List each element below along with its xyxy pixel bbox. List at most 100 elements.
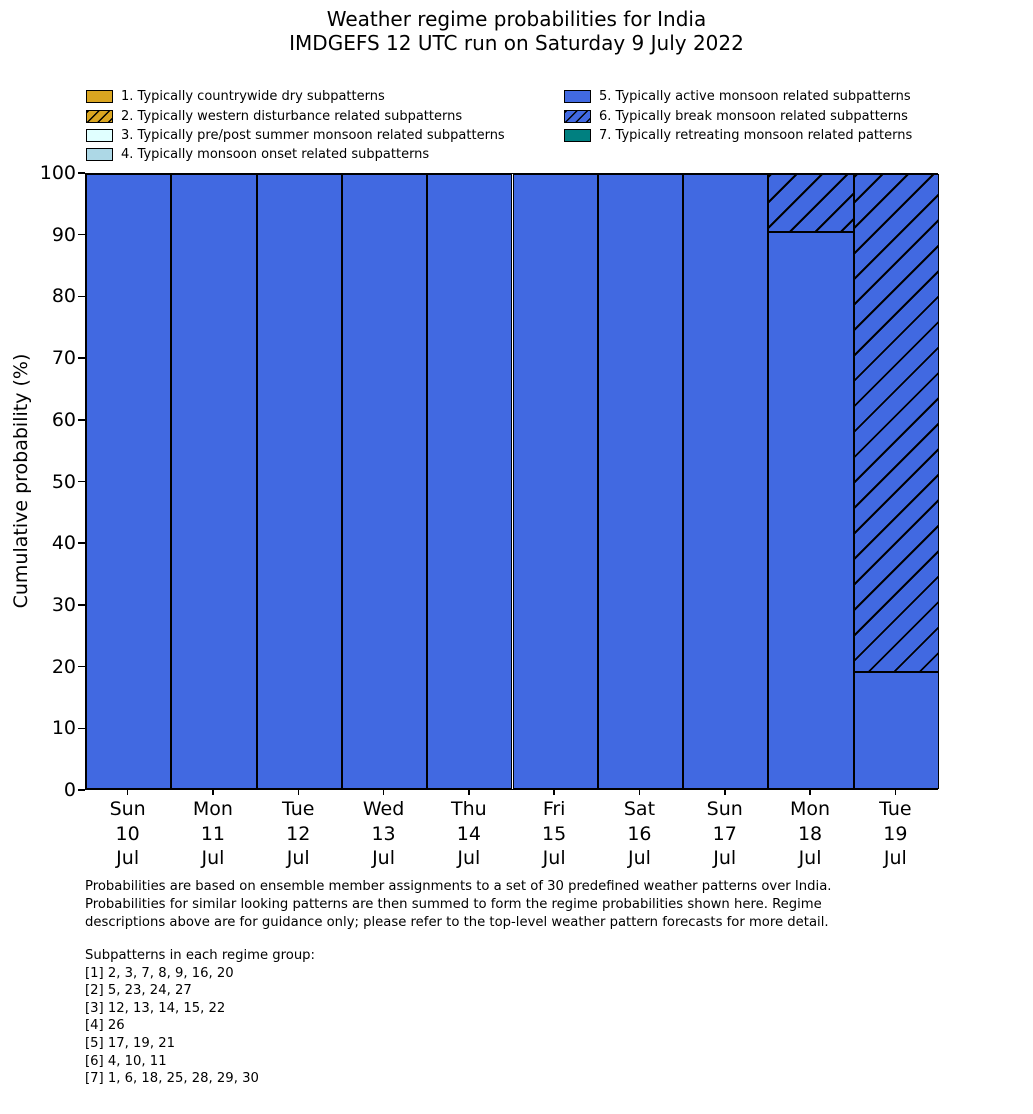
bar-segment — [171, 174, 257, 789]
x-tick-mark — [212, 790, 214, 795]
y-tick-mark — [78, 542, 85, 544]
legend-item: 3. Typically pre/post summer monsoon rel… — [86, 126, 505, 145]
x-tick-label-line: 11 — [200, 822, 226, 845]
y-tick-mark — [78, 172, 85, 174]
footnote-line: Probabilities are based on ensemble memb… — [85, 879, 832, 894]
bar — [341, 174, 428, 789]
legend-column-left: 1. Typically countrywide dry subpatterns… — [86, 87, 505, 165]
legend-item: 4. Typically monsoon onset related subpa… — [86, 145, 505, 164]
hatched-color-swatch-icon — [564, 109, 591, 123]
x-tick-label-line: Tue — [879, 798, 912, 820]
x-tick-label-line: 10 — [115, 822, 140, 845]
y-tick-label: 10 — [51, 717, 76, 740]
subpatterns-list: Subpatterns in each regime group: [1] 2,… — [85, 947, 315, 1088]
x-tick-label-line: 14 — [456, 822, 481, 845]
subpatterns-group: [2] 5, 23, 24, 27 — [85, 983, 192, 999]
x-tick-label-line: Jul — [201, 847, 225, 869]
y-tick-mark — [78, 295, 85, 298]
legend-label: 6. Typically break monsoon related subpa… — [599, 108, 908, 124]
y-tick-mark — [78, 665, 85, 668]
color-swatch-icon — [564, 128, 591, 142]
bar-segment-hatched — [853, 174, 939, 673]
bar — [86, 174, 172, 789]
x-tick-label-line: Jul — [798, 847, 822, 869]
x-tick-label-line: Jul — [372, 847, 396, 869]
subpatterns-group: [1] 2, 3, 7, 8, 9, 16, 20 — [85, 965, 234, 981]
bar-segment — [256, 174, 342, 789]
x-tick-label-line: Sun — [706, 798, 743, 820]
y-tick-mark — [78, 357, 85, 359]
bar-segment — [768, 232, 854, 789]
bar-segment — [853, 672, 939, 789]
y-tick-label: 0 — [63, 779, 76, 801]
color-swatch-icon — [86, 148, 113, 162]
legend-item: 5. Typically active monsoon related subp… — [564, 87, 912, 106]
y-tick-label: 20 — [51, 655, 76, 678]
x-tick-label-line: Jul — [457, 847, 481, 869]
x-tick-mark — [382, 790, 385, 795]
bar-segment — [427, 174, 513, 789]
legend-label: 3. Typically pre/post summer monsoon rel… — [121, 127, 505, 143]
y-tick-mark — [78, 604, 85, 606]
footnote-line: descriptions above are for guidance only… — [85, 915, 829, 931]
x-tick-label-line: 12 — [286, 822, 311, 845]
legend-label: 7. Typically retreating monsoon related … — [599, 127, 913, 143]
x-tick-mark — [724, 790, 726, 795]
x-tick-label-line: 18 — [797, 822, 823, 845]
color-swatch-icon — [564, 90, 591, 104]
x-tick-label-line: Jul — [713, 847, 737, 869]
plot-area — [85, 173, 939, 790]
x-tick-label-line: 15 — [542, 822, 567, 845]
chart-title-line1: Weather regime probabilities for India — [326, 7, 707, 31]
x-tick-mark — [894, 790, 897, 795]
bar — [512, 174, 598, 789]
bar — [597, 174, 684, 789]
bar-segment — [86, 174, 172, 789]
legend-column-right: 5. Typically active monsoon related subp… — [564, 87, 912, 145]
x-tick-label-line: Jul — [116, 847, 140, 869]
bar — [853, 174, 939, 789]
x-tick-mark — [638, 790, 641, 795]
y-tick-mark — [78, 727, 85, 730]
x-tick-label-line: 13 — [371, 822, 396, 845]
bar — [256, 174, 342, 789]
chart-title-line2: IMDGEFS 12 UTC run on Saturday 9 July 20… — [289, 31, 744, 55]
y-tick-mark — [78, 419, 85, 421]
x-tick-label-line: Sun — [109, 798, 146, 820]
legend-label: 5. Typically active monsoon related subp… — [599, 89, 911, 105]
x-tick-label-line: Thu — [450, 798, 487, 820]
y-tick-mark — [78, 233, 85, 236]
legend-label: 4. Typically monsoon onset related subpa… — [121, 147, 430, 163]
subpatterns-group: [7] 1, 6, 18, 25, 28, 29, 30 — [85, 1071, 259, 1087]
bar-segment — [512, 174, 598, 789]
bar — [768, 174, 854, 789]
x-tick-label: Sun 10 Jul — [110, 797, 146, 871]
subpatterns-group: [4] 26 — [85, 1018, 125, 1034]
subpatterns-header: Subpatterns in each regime group: — [85, 948, 316, 963]
y-tick-mark — [78, 480, 85, 483]
x-tick-mark — [126, 790, 129, 795]
legend-label: 2. Typically western disturbance related… — [121, 108, 463, 124]
x-tick-label-line: 16 — [627, 822, 652, 845]
x-tick-label: Thu 14 Jul — [451, 797, 487, 871]
x-tick-label-line: Sat — [623, 798, 656, 820]
x-tick-label-line: Jul — [627, 847, 651, 869]
x-tick-label-line: Mon — [790, 798, 831, 820]
bar — [171, 174, 257, 789]
x-tick-label-line: 17 — [712, 822, 737, 845]
x-tick-mark — [553, 790, 555, 795]
x-tick-label: Mon 18 Jul — [790, 797, 830, 871]
x-tick-label-line: Jul — [542, 847, 566, 869]
x-tick-label: Sun 17 Jul — [707, 797, 743, 871]
subpatterns-group: [6] 4, 10, 11 — [85, 1053, 167, 1069]
y-tick-label: 100 — [39, 162, 76, 184]
x-tick-label: Fri 15 Jul — [542, 797, 566, 871]
bar — [427, 174, 513, 789]
x-tick-label-line: 19 — [883, 822, 908, 845]
legend-item: 6. Typically break monsoon related subpa… — [564, 106, 912, 125]
x-tick-label-line: Wed — [362, 798, 405, 820]
y-tick-label: 90 — [51, 223, 76, 246]
legend-item: 2. Typically western disturbance related… — [86, 106, 505, 125]
bar — [683, 174, 769, 789]
